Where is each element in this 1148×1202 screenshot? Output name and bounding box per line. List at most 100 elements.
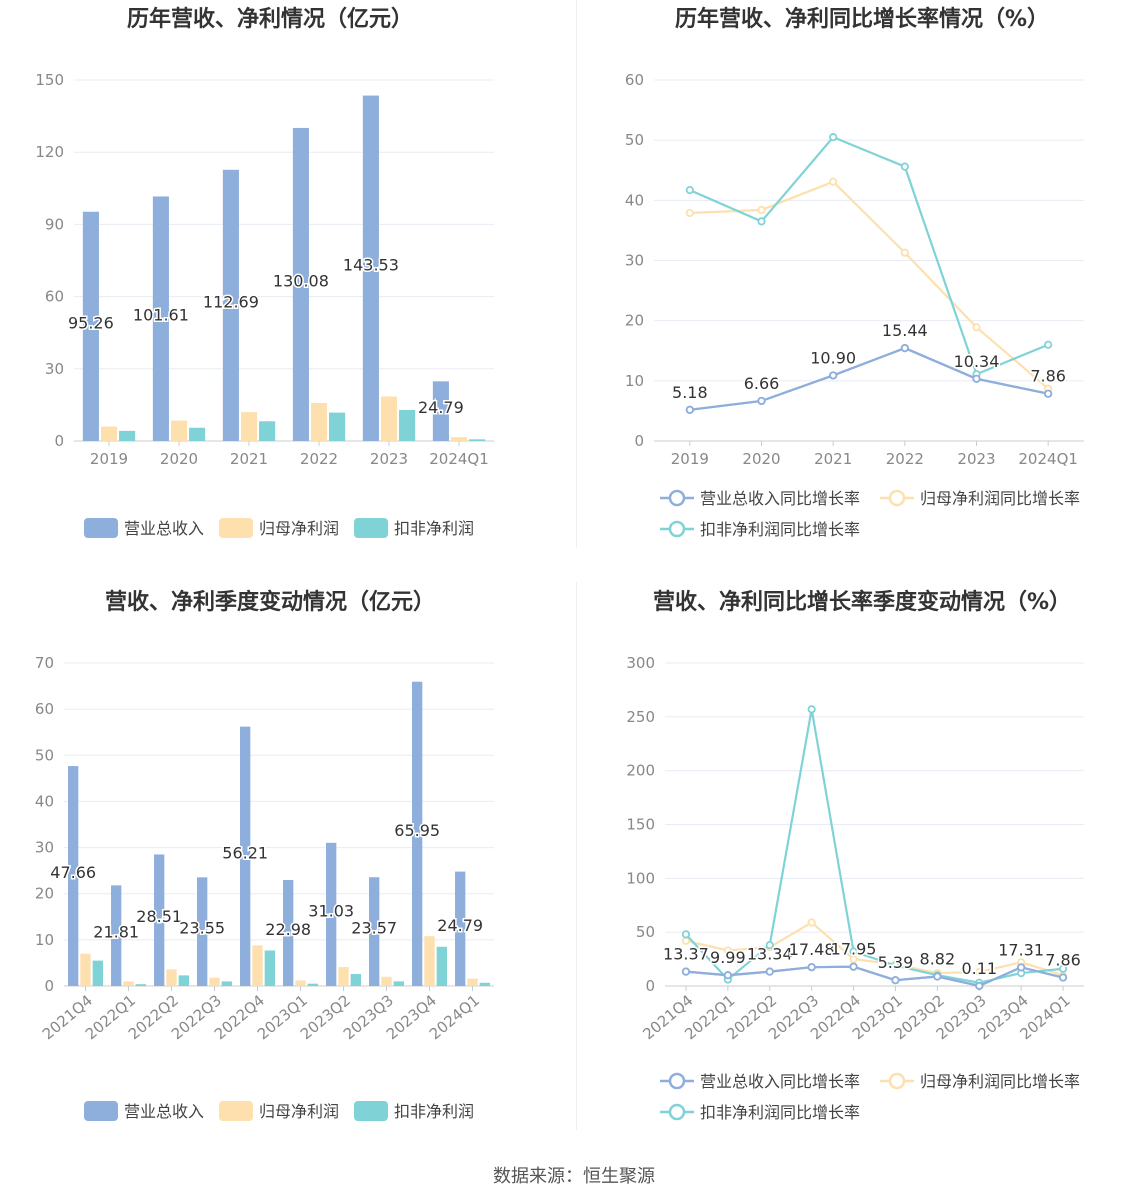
series-point-1	[1058, 973, 1068, 982]
series-point-3	[765, 940, 774, 950]
bar-2	[170, 420, 188, 441]
bar-1	[68, 766, 79, 986]
series-point-3	[685, 186, 694, 195]
series-point-2	[685, 208, 694, 218]
bar-1	[82, 211, 99, 441]
bar-3	[479, 982, 490, 986]
bar-3	[135, 984, 146, 986]
bar-2	[381, 976, 392, 986]
series-point-2	[900, 248, 909, 257]
bar-2	[80, 953, 91, 986]
line-value-label: 7.86	[1030, 367, 1066, 386]
series-line-2	[685, 921, 1064, 977]
bar-1	[111, 885, 122, 986]
legend-marker	[668, 520, 686, 538]
legend-marker	[888, 1072, 906, 1090]
legend-label: 营业总收入同比增长率	[700, 489, 860, 508]
line-value-label: 5.39	[878, 953, 914, 972]
line-value-label: 15.44	[882, 321, 928, 340]
bar-value-label: 101.61	[133, 306, 189, 325]
bar-value-label: 112.69	[203, 292, 259, 311]
bar-2	[338, 967, 349, 986]
bar-3	[399, 409, 416, 441]
x-tick-label: 2021	[230, 450, 268, 468]
legend-swatch	[354, 518, 388, 538]
series-point-3	[1044, 340, 1053, 349]
bar-2	[380, 396, 398, 441]
legend-marker	[668, 1103, 686, 1121]
series-point-2	[975, 967, 984, 977]
bar-3	[259, 421, 276, 441]
series-point-2	[681, 936, 691, 945]
y-tick-label: 300	[626, 654, 655, 672]
line-value-label: 13.37	[663, 945, 709, 964]
chart-1: 历年营收、净利情况（亿元） 0 30 60 90 120 150 2019 2020 2021 20…	[35, 6, 494, 538]
series-point-1	[900, 344, 909, 353]
x-tick-label: 2024Q1	[1018, 450, 1078, 468]
x-tick-label: 2019	[90, 450, 128, 468]
legend-label: 营业总收入同比增长率	[700, 1072, 860, 1091]
bar-1	[197, 877, 208, 986]
y-tick-label: 100	[626, 869, 655, 887]
bar-3	[92, 960, 103, 986]
bar-3	[393, 981, 404, 986]
legend-swatch	[354, 1101, 388, 1121]
series-point-1	[807, 963, 816, 972]
y-tick-label: 60	[45, 288, 64, 306]
line-value-label: 17.48	[789, 940, 835, 959]
chart-title: 营收、净利同比增长率季度变动情况（%）	[653, 589, 1071, 615]
y-tick-label: 50	[625, 131, 644, 149]
bar-1	[412, 681, 423, 986]
series-point-1	[757, 396, 766, 406]
bar-2	[310, 402, 328, 441]
legend-swatch	[219, 1101, 253, 1121]
legend-marker	[668, 1072, 686, 1090]
bar-3	[264, 950, 275, 986]
x-tick-label: 2023	[957, 450, 995, 468]
legend-label: 归母净利润	[259, 519, 339, 538]
series-point-1	[681, 967, 691, 976]
x-tick-label: 2024Q1	[429, 450, 489, 468]
legend-marker	[888, 489, 906, 507]
bar-value-label: 22.98	[265, 920, 311, 939]
legend-label: 归母净利润同比增长率	[920, 489, 1080, 508]
bar-value-label: 23.57	[351, 919, 397, 938]
y-tick-label: 250	[626, 708, 655, 726]
y-tick-label: 150	[35, 71, 64, 89]
bar-3	[119, 430, 136, 441]
line-value-label: 5.18	[672, 383, 708, 402]
x-tick-label: 2021	[814, 450, 852, 468]
series-point-1	[765, 967, 774, 976]
legend-label: 归母净利润同比增长率	[920, 1072, 1080, 1091]
line-value-label: 10.90	[810, 348, 856, 367]
series-point-1	[891, 976, 900, 985]
bar-value-label: 56.21	[222, 843, 268, 862]
bar-value-label: 65.95	[394, 821, 440, 840]
bar-1	[154, 854, 165, 986]
bar-3	[436, 946, 447, 986]
series-point-3	[891, 961, 900, 970]
divider-top	[576, 0, 577, 548]
legend-label: 扣非净利润同比增长率	[700, 520, 860, 539]
bar-3	[189, 427, 206, 441]
chart-2: 历年营收、净利同比增长率情况（%） 0 10 20 30 40 50 60 2019 2020 20…	[625, 6, 1084, 539]
bar-1	[292, 127, 309, 442]
bar-1	[326, 842, 337, 986]
line-value-label: 17.31	[998, 940, 1044, 959]
y-tick-label: 0	[44, 977, 54, 995]
line-value-label: 13.34	[747, 945, 793, 964]
x-tick-label: 2022	[300, 450, 338, 468]
bar-2	[450, 437, 468, 441]
bar-value-label: 21.81	[93, 923, 139, 942]
bar-2	[252, 945, 263, 986]
bar-1	[362, 95, 379, 441]
series-point-3	[849, 947, 858, 956]
bar-2	[100, 426, 118, 441]
line-value-label: 9.99	[710, 948, 746, 967]
x-tick-label: 2019	[671, 450, 709, 468]
legend-marker	[668, 489, 686, 507]
legend-swatch	[219, 518, 253, 538]
bar-1	[240, 726, 251, 986]
chart-title: 历年营收、净利同比增长率情况（%）	[675, 6, 1049, 32]
